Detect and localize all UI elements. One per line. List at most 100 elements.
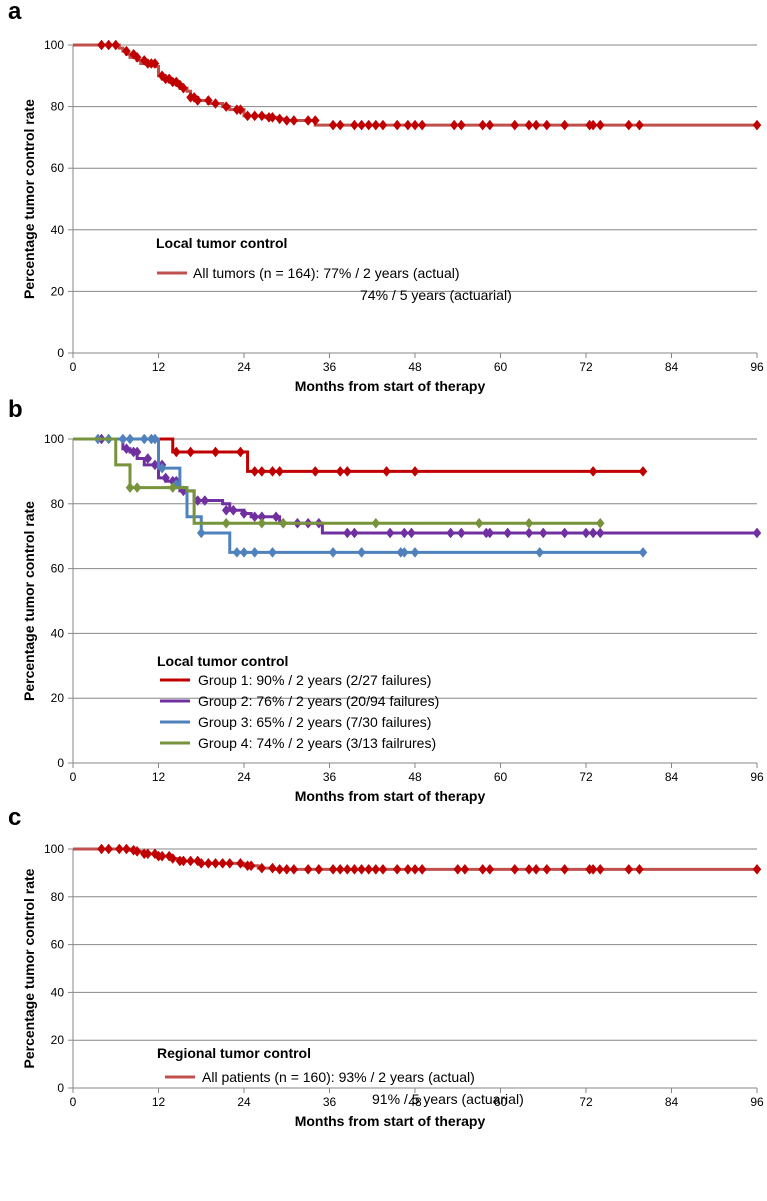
data-point-marker [239,546,249,558]
y-tick-label: 100 [44,432,64,446]
x-tick-label: 96 [750,770,764,784]
data-point-marker [289,115,299,126]
data-point-marker [132,446,142,458]
data-point-marker [485,119,495,131]
data-point-marker [378,863,388,875]
data-point-marker [407,527,416,539]
chart-b-svg: 0 20 40 60 80 100 0 12 24 36 48 60 72 84 96 Months from… [21,432,764,804]
data-point-marker [635,863,644,875]
data-point-marker [157,462,167,474]
data-point-marker [417,863,427,875]
data-point-marker [204,857,213,869]
data-point-marker [303,863,313,875]
y-tick-label: 20 [51,284,65,298]
legend-entry: Group 1: 90% / 2 years (2/27 failures) [198,672,431,688]
legend-title: Local tumor control [157,653,288,669]
data-point-marker [132,51,142,63]
data-point-marker [122,45,131,57]
data-point-marker [275,113,284,125]
data-point-marker [410,465,420,477]
y-tick-label: 100 [44,38,64,52]
data-point-marker [236,857,245,869]
data-point-marker [595,517,605,529]
data-point-marker [474,517,484,529]
x-axis-label: Months from start of therapy [295,788,486,804]
data-point-marker [218,857,227,869]
data-point-marker [118,433,128,445]
data-point-marker [139,433,149,445]
data-point-marker [357,863,366,875]
data-point-marker [595,527,605,539]
x-tick-label: 0 [70,770,77,784]
data-point-marker [310,465,320,477]
data-point-marker [236,104,245,116]
data-point-marker [588,527,598,539]
data-point-marker [588,863,598,875]
data-point-marker [111,39,121,51]
data-point-marker [104,39,113,51]
data-point-marker [204,95,213,106]
x-tick-label: 60 [494,1095,508,1109]
data-point-marker [211,857,220,869]
data-point-marker [171,446,181,458]
data-point-marker [460,863,470,875]
y-tick-label: 0 [57,756,64,770]
data-point-marker [211,98,220,109]
y-tick-label: 40 [51,985,65,999]
chart-a-svg: 0 20 40 60 80 100 0 12 24 36 48 60 72 84 96 Months from… [21,38,764,394]
data-point-marker [125,433,135,445]
data-point-marker [328,119,338,131]
data-point-marker [211,446,220,458]
data-point-marker [342,527,352,539]
x-tick-label: 0 [70,1095,77,1109]
x-tick-label: 24 [237,360,251,374]
data-point-marker [97,843,106,855]
x-tick-label: 72 [579,360,593,374]
legend-title: Local tumor control [156,235,287,251]
data-point-marker [478,119,488,131]
data-point-marker [595,119,605,131]
y-tick-label: 20 [51,691,65,705]
y-tick-label: 0 [57,1081,64,1095]
legend-entry: 74% / 5 years (actuarial) [360,287,512,303]
data-point-marker [282,863,292,875]
data-point-marker [221,101,231,113]
series-line [73,437,643,554]
legend-entry: Group 3: 65% / 2 years (7/30 failures) [198,714,431,730]
y-tick-label: 80 [51,890,65,904]
data-point-marker [250,465,260,477]
data-point-marker [335,465,345,477]
data-point-marker [186,446,195,458]
data-point-marker [350,863,359,875]
data-point-marker [186,855,195,867]
y-tick-label: 0 [57,346,64,360]
legend-entry: All patients (n = 160): 93% / 2 years (a… [202,1069,475,1085]
data-point-marker [200,495,210,506]
y-axis-label: Percentage tumor control rate [21,868,37,1068]
data-point-marker [410,863,420,875]
x-tick-label: 60 [494,360,508,374]
data-point-marker [250,110,260,122]
y-axis-label: Percentage tumor control rate [21,99,37,299]
panel-letter: b [8,396,23,423]
x-tick-label: 36 [323,360,337,374]
data-point-marker [446,527,455,539]
data-point-marker [503,527,512,539]
data-point-marker [278,517,288,529]
data-point-marker [168,482,178,494]
y-tick-label: 40 [51,223,65,237]
data-point-marker [342,863,352,875]
data-point-marker [268,111,277,123]
data-point-marker [196,527,206,539]
data-point-marker [378,119,388,131]
data-point-marker [257,517,267,529]
x-axis-label: Months from start of therapy [295,378,486,394]
data-point-marker [243,110,252,122]
data-point-marker [382,465,391,477]
x-tick-label: 72 [579,770,593,784]
data-point-marker [150,58,160,69]
data-point-marker [531,119,541,131]
data-point-marker [524,527,534,539]
data-point-marker [239,508,249,519]
legend-entry: Group 2: 76% / 2 years (20/94 failures) [198,693,439,709]
